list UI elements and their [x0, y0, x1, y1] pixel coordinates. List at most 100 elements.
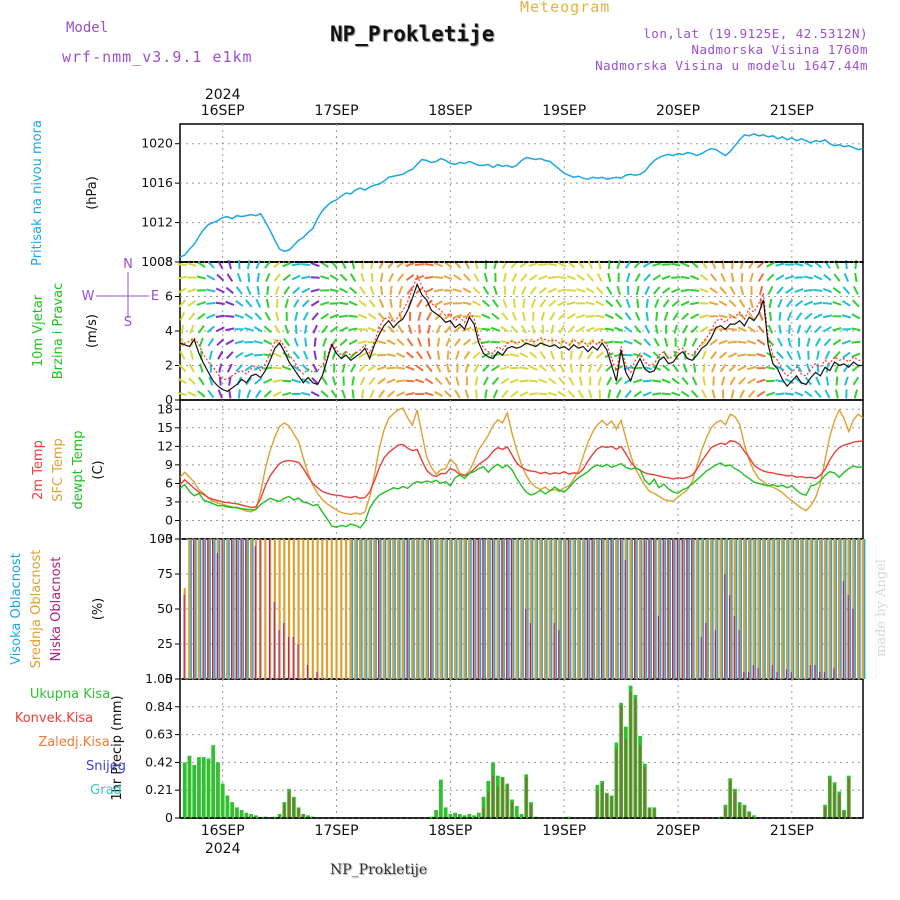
wind-barb — [377, 365, 387, 371]
wind-barb — [294, 324, 298, 334]
x-day-label-bottom: 18SEP — [428, 823, 472, 839]
wind-barb — [367, 364, 377, 372]
wind-barb — [778, 311, 782, 321]
wind-barb — [765, 379, 776, 383]
model-elevation: Nadmorska Visina u modelu 1647.44m — [595, 58, 868, 73]
wind-barb — [522, 298, 526, 308]
precip-bar-total — [429, 816, 434, 818]
wind-barb — [844, 376, 849, 386]
wind-barb — [682, 324, 689, 334]
wind-barb — [746, 339, 757, 345]
cloud-bar-low — [733, 616, 735, 679]
wind-barb — [700, 338, 708, 347]
precip-bar-convective — [843, 811, 846, 818]
wind-barb — [624, 260, 632, 269]
wind-barb — [322, 337, 328, 347]
wind-barb — [577, 260, 585, 269]
wind-barb — [538, 286, 547, 295]
cloud-bar-mid — [596, 539, 599, 679]
precip-legend-item: Zaledj.Kisa — [38, 735, 109, 750]
wind-barb — [852, 299, 860, 308]
wind-barb — [206, 325, 215, 333]
wind-barb — [519, 379, 529, 383]
cloud-bar-mid — [283, 539, 286, 679]
cloud-bar-mid — [781, 539, 784, 679]
wind-barb — [614, 377, 623, 386]
cloud-bar-low — [714, 630, 716, 679]
wind-barb — [653, 337, 660, 347]
wind-barb — [614, 326, 624, 332]
y-tick-label-precip: 0.84 — [145, 699, 173, 714]
wind-barb — [177, 377, 187, 385]
wind-barb — [426, 350, 432, 360]
wind-barb — [331, 350, 337, 360]
wind-barb — [256, 272, 260, 283]
precip-bar-convective — [496, 786, 499, 818]
wind-barb — [568, 376, 575, 386]
wind-barb — [443, 313, 453, 320]
precip-bar-total — [752, 815, 756, 818]
wind-barb — [342, 376, 345, 386]
wind-barb — [616, 285, 621, 296]
wind-barb — [522, 311, 526, 321]
wind-barb — [225, 300, 235, 307]
cloud-bar-low — [648, 539, 650, 679]
wind-barb — [196, 261, 206, 268]
wind-barb — [380, 285, 384, 296]
wind-barb — [550, 324, 555, 334]
wind-barb — [272, 390, 282, 397]
wind-barb — [852, 376, 860, 386]
wind-barb — [823, 338, 832, 347]
wind-barb — [614, 340, 624, 344]
wind-barb — [680, 288, 690, 293]
wind-barb — [728, 352, 738, 358]
wind-barb — [198, 337, 204, 347]
wind-barb — [358, 351, 367, 359]
wind-barb — [320, 390, 329, 398]
precip-bar-total — [253, 815, 258, 818]
wind-barb — [644, 285, 651, 295]
wind-barb — [539, 299, 547, 308]
wind-speed-line — [179, 282, 863, 393]
wind-barb — [765, 391, 776, 397]
cloud-bar-mid — [453, 539, 457, 679]
cloud-bar-low — [259, 539, 261, 679]
wind-barb — [463, 350, 471, 360]
wind-barb — [784, 392, 795, 396]
wind-barb — [854, 272, 858, 283]
y-tick-label-pressure: 1008 — [141, 254, 173, 269]
precip-bar-total — [472, 815, 476, 818]
wind-barb — [823, 273, 832, 282]
wind-barb — [483, 376, 489, 386]
wind-barb — [405, 379, 415, 383]
cloud-bar-low — [852, 609, 854, 679]
wind-barb — [548, 377, 557, 385]
cloud-bar-low — [245, 539, 247, 679]
wind-barb — [841, 339, 851, 345]
precip-bar-convective — [838, 794, 841, 818]
cloud-bar-low — [273, 602, 275, 679]
wind-barb — [567, 261, 576, 269]
cloud-bar-low — [501, 539, 503, 679]
wind-barb — [822, 287, 832, 294]
wind-barb — [254, 312, 263, 321]
wind-barb — [766, 338, 775, 347]
wind-barb — [414, 263, 425, 267]
y-tick-label-pressure: 1020 — [141, 136, 173, 151]
cloud-bar-low — [202, 539, 204, 679]
x-day-label-top: 19SEP — [542, 103, 586, 119]
wind-barb — [177, 392, 187, 396]
wind-barb — [187, 300, 197, 307]
cloud-bar-low — [624, 560, 626, 679]
wind-barb — [189, 350, 194, 360]
wind-barb — [851, 340, 861, 344]
y-tick-label-temperature: 9 — [165, 457, 173, 472]
precip-bar-convective — [529, 804, 532, 818]
wind-barb — [576, 314, 586, 319]
dewpt-line — [179, 462, 864, 529]
cloud-bar-low — [292, 637, 294, 679]
wind-barb — [254, 389, 262, 399]
wind-barb — [538, 392, 548, 396]
wind-barb — [671, 262, 681, 267]
cloud-bar-mid — [392, 539, 395, 679]
